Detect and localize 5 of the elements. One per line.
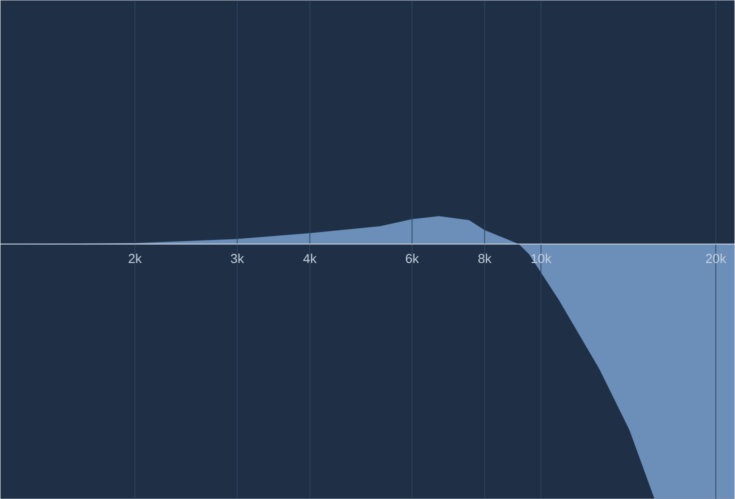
x-tick-label: 8k: [478, 254, 492, 264]
x-tick-label: 2k: [128, 254, 142, 263]
x-tick-label: 3k: [230, 254, 244, 264]
x-tick-label: 6k: [406, 254, 419, 264]
x-tick-label: 4k: [303, 254, 317, 263]
